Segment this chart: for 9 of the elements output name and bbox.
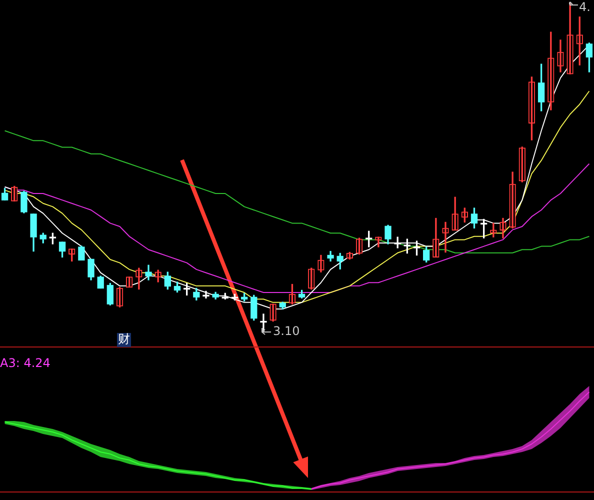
candlestick (366, 230, 372, 248)
candlestick (413, 240, 420, 256)
annotation: 财 (118, 332, 130, 346)
candlestick (394, 236, 401, 248)
annotation: 4. (579, 0, 590, 14)
text: A3: 4.24 (0, 356, 50, 370)
candlestick (404, 238, 411, 254)
annotation: 3.10 (273, 324, 300, 338)
candlestick (49, 232, 56, 244)
